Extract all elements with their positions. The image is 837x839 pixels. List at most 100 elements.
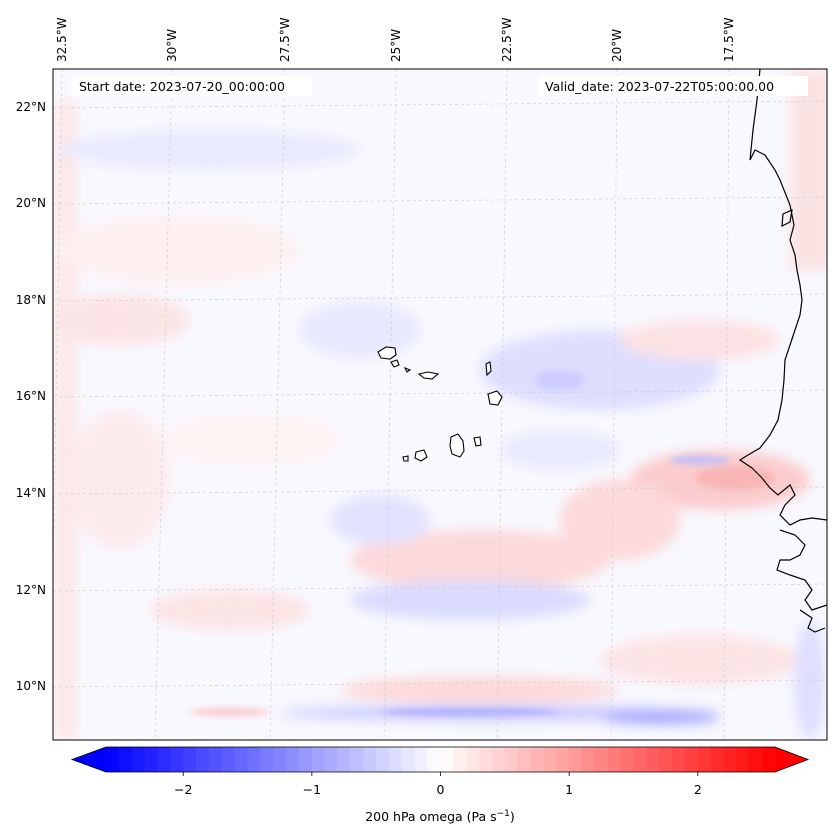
colorbar-extend-high — [775, 747, 808, 772]
colorbar-cell — [723, 747, 738, 772]
santiago-island — [449, 433, 465, 458]
omega-field — [53, 70, 827, 740]
longitude-label: 25°W — [389, 29, 403, 62]
colorbar-tick-label: 1 — [565, 782, 573, 797]
santo-antao-island — [377, 346, 397, 360]
african-coastline — [738, 69, 827, 526]
colorbar-cell — [684, 747, 699, 772]
colorbar-cell — [337, 747, 352, 772]
colorbar-cell — [672, 747, 686, 772]
colorbar-cell — [350, 747, 364, 772]
longitude-label: 27.5°W — [278, 17, 292, 62]
map-frame — [52, 68, 828, 741]
brava-island — [402, 455, 409, 462]
colorbar-cell — [543, 747, 557, 772]
colorbar-cell — [273, 747, 287, 772]
colorbar-cell — [311, 747, 326, 772]
colorbar-cell — [234, 747, 249, 772]
longitude-label: 20°W — [610, 29, 624, 62]
colorbar-cell — [196, 747, 210, 772]
colorbar-cell — [697, 747, 712, 772]
map-panel: Start date: 2023-07-20_00:00:00 Valid_da… — [52, 68, 828, 741]
colorbar-cell — [569, 747, 583, 772]
colorbar-cell — [710, 747, 725, 772]
colorbar-cell — [440, 747, 454, 772]
map-gridlines — [53, 69, 827, 740]
colorbar-cell — [298, 747, 313, 772]
colorbar-tick-label: 2 — [694, 782, 702, 797]
colorbar-cell — [106, 747, 120, 772]
colorbar-cell — [131, 747, 146, 772]
sao-vicente-island — [390, 359, 400, 368]
colorbar-cell — [646, 747, 660, 772]
longitude-label: 30°W — [165, 29, 179, 62]
colorbar-cell — [157, 747, 171, 772]
colorbar-title-exponent: −1 — [497, 809, 510, 819]
colorbar-tick-label: −1 — [303, 782, 321, 797]
colorbar-cell — [479, 747, 493, 772]
fogo-island — [414, 449, 428, 462]
sao-nicolau-island — [417, 371, 440, 380]
colorbar-cell — [363, 747, 377, 772]
colorbar-ticks: −2 −1 0 1 2 — [174, 772, 702, 797]
meridian-line — [610, 69, 618, 740]
colorbar-cell — [659, 747, 673, 772]
colorbar-tick-label: −2 — [174, 782, 192, 797]
sal-island — [485, 361, 492, 377]
latitude-label: 12°N — [16, 583, 46, 597]
colorbar-cell — [401, 747, 416, 772]
colorbar-cell — [286, 747, 300, 772]
coastlines — [738, 69, 827, 633]
colorbar-cell — [183, 747, 197, 772]
boa-vista-island — [487, 390, 503, 406]
colorbar-cell — [556, 747, 570, 772]
colorbar-cell — [504, 747, 519, 772]
colorbar-cell — [530, 747, 545, 772]
colorbar-cell — [736, 747, 750, 772]
latitude-label: 16°N — [16, 389, 46, 403]
colorbar-title-end: ) — [510, 809, 515, 824]
colorbar-cell — [633, 747, 647, 772]
colorbar-outline — [70, 746, 810, 773]
colorbar-cell — [389, 747, 403, 772]
colorbar-cell — [607, 747, 622, 772]
longitude-labels: 32.5°W 30°W 27.5°W 25°W 22.5°W 20°W 17.5°W — [55, 17, 736, 62]
colorbar-cell — [247, 747, 261, 772]
meridian-line — [723, 69, 730, 740]
colorbar-cells — [72, 747, 808, 772]
colorbar-cell — [414, 747, 429, 772]
longitude-label: 17.5°W — [722, 17, 736, 62]
latitude-label: 22°N — [16, 100, 46, 114]
colorbar-cell — [620, 747, 635, 772]
cape-verde-islands — [377, 346, 503, 462]
colorbar-cell — [594, 747, 609, 772]
valid-date-label: Valid_date: 2023-07-22T05:00:00.00 — [545, 79, 774, 94]
meridian-line — [383, 69, 397, 740]
latitude-label: 14°N — [16, 486, 46, 500]
start-date-label: Start date: 2023-07-20_00:00:00 — [79, 79, 285, 94]
colorbar-cell — [582, 747, 596, 772]
start-date-box — [71, 76, 312, 96]
colorbar-cell — [208, 747, 223, 772]
maio-island — [473, 436, 482, 447]
meridian-line — [496, 69, 508, 740]
colorbar-cell — [324, 747, 339, 772]
colorbar-cell — [517, 747, 532, 772]
meridian-line — [269, 69, 286, 740]
colorbar-cell — [453, 747, 467, 772]
colorbar-extend-low — [72, 747, 106, 772]
valid-date-box — [538, 76, 808, 96]
colorbar-cell — [749, 747, 763, 772]
latitude-labels: 22°N 20°N 18°N 16°N 14°N 12°N 10°N — [16, 100, 46, 693]
colorbar-tick-label: 0 — [437, 782, 445, 797]
colorbar-cell — [144, 747, 159, 772]
colorbar-cell — [170, 747, 184, 772]
colorbar-cell — [762, 747, 776, 772]
meridian-line — [154, 69, 173, 740]
santa-luzia-island — [403, 366, 412, 373]
longitude-label: 22.5°W — [500, 17, 514, 62]
colorbar-cell — [260, 747, 274, 772]
colorbar-title: 200 hPa omega (Pa s−1) — [365, 809, 515, 824]
colorbar-cell — [466, 747, 480, 772]
